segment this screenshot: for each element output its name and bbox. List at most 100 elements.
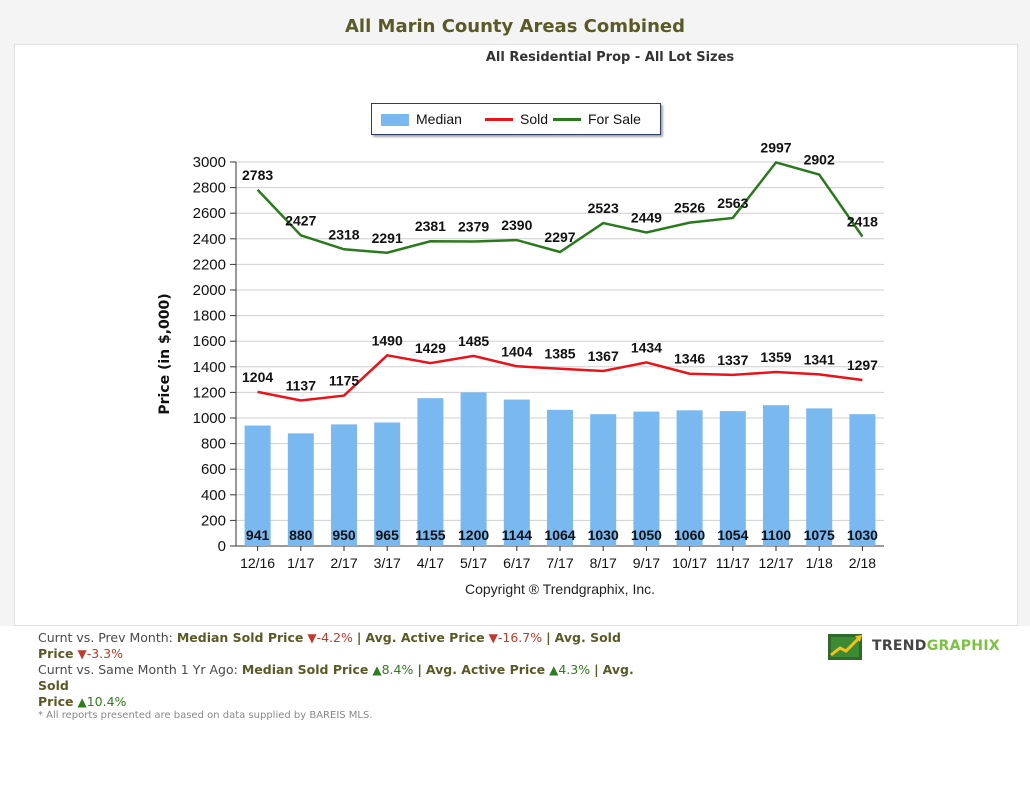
stats-same-month: Curnt vs. Same Month 1 Yr Ago: Median So… xyxy=(38,662,658,710)
stats-yoy-avg-active: 4.3% xyxy=(558,662,590,677)
sold-data-label: 1434 xyxy=(631,339,662,355)
stats-median-sold-label: Median Sold Price xyxy=(242,662,369,677)
stats-avg-sold-label-cont: Price xyxy=(38,694,74,709)
y-tick-label: 2600 xyxy=(193,205,226,222)
median-data-label: 1155 xyxy=(415,527,446,543)
y-tick-label: 600 xyxy=(201,461,226,478)
stats-separator: | xyxy=(417,662,422,677)
for-sale-data-label: 2449 xyxy=(631,210,662,226)
up-arrow-icon: ▲ xyxy=(372,663,381,677)
for-sale-data-label: 2318 xyxy=(328,226,359,242)
x-tick-label: 6/17 xyxy=(503,555,530,571)
legend-median-swatch xyxy=(381,114,409,126)
median-data-label: 880 xyxy=(289,527,313,543)
sold-data-label: 1137 xyxy=(286,377,317,393)
for-sale-data-label: 2526 xyxy=(674,200,705,216)
median-data-label: 1100 xyxy=(761,527,792,543)
for-sale-data-label: 2291 xyxy=(372,230,403,246)
chart-title: All Residential Prop - All Lot Sizes xyxy=(420,50,800,65)
sold-data-label: 1404 xyxy=(501,343,532,359)
x-tick-label: 2/18 xyxy=(849,555,876,571)
stats-avg-active-label: Avg. Active Price xyxy=(426,662,545,677)
legend-sold-swatch xyxy=(485,118,513,121)
sold-data-label: 1175 xyxy=(329,373,360,389)
median-data-label: 1060 xyxy=(674,527,705,543)
legend-forsale-label: For Sale xyxy=(588,104,641,134)
x-tick-label: 12/16 xyxy=(240,555,275,571)
x-tick-label: 9/17 xyxy=(633,555,660,571)
y-axis-title: Price (in $,000) xyxy=(157,293,173,414)
stats-yoy-label: Curnt vs. Same Month 1 Yr Ago: xyxy=(38,662,238,677)
stats-separator: | xyxy=(594,662,599,677)
median-bar xyxy=(633,412,659,546)
for-sale-data-label: 2297 xyxy=(544,229,575,245)
stats-prev-label: Curnt vs. Prev Month: xyxy=(38,630,173,645)
y-tick-label: 400 xyxy=(201,487,226,504)
y-tick-label: 2000 xyxy=(193,282,226,299)
stats-yoy-median-sold: 8.4% xyxy=(382,662,414,677)
down-arrow-icon: ▼ xyxy=(489,631,498,645)
sold-data-label: 1359 xyxy=(760,349,791,365)
sold-data-label: 1337 xyxy=(717,352,748,368)
median-data-label: 1030 xyxy=(588,527,619,543)
median-bar xyxy=(806,408,832,546)
up-arrow-icon: ▲ xyxy=(549,663,558,677)
trendgraphix-logo: TRENDGRAPHIX xyxy=(826,630,996,662)
trend-chart-icon xyxy=(826,630,866,662)
stats-prev-median-sold: -4.2% xyxy=(317,630,353,645)
logo-text-trend: TREND xyxy=(872,638,927,654)
footnote: * All reports presented are based on dat… xyxy=(38,710,373,721)
down-arrow-icon: ▼ xyxy=(77,647,86,661)
x-tick-label: 3/17 xyxy=(374,555,401,571)
y-tick-label: 1000 xyxy=(193,410,226,427)
median-data-label: 1075 xyxy=(804,527,835,543)
chart-copyright: Copyright ® Trendgraphix, Inc. xyxy=(440,581,680,597)
y-tick-label: 800 xyxy=(201,436,226,453)
chart-legend: Median Sold For Sale xyxy=(371,103,661,135)
stats-yoy-avg-sold: 10.4% xyxy=(87,694,127,709)
for-sale-data-label: 2563 xyxy=(717,195,748,211)
sold-data-label: 1485 xyxy=(458,333,489,349)
x-tick-label: 5/17 xyxy=(460,555,487,571)
median-data-label: 1200 xyxy=(458,527,489,543)
median-bar xyxy=(461,392,487,546)
median-bar xyxy=(547,410,573,546)
for-sale-data-label: 2523 xyxy=(588,200,619,216)
stats-prev-avg-sold: -3.3% xyxy=(87,646,123,661)
sold-data-label: 1385 xyxy=(544,346,575,362)
for-sale-data-label: 2418 xyxy=(847,213,878,229)
for-sale-data-label: 2381 xyxy=(415,218,446,234)
price-chart: 0 200 400 600 800 1000 1200 1400 1600 1800 2000 220… xyxy=(0,0,1030,640)
x-tick-label: 2/17 xyxy=(330,555,357,571)
down-arrow-icon: ▼ xyxy=(307,631,316,645)
sold-data-label: 1429 xyxy=(415,340,446,356)
y-tick-label: 0 xyxy=(218,538,226,555)
legend-median-label: Median xyxy=(416,104,462,134)
y-tick-label: 1200 xyxy=(193,384,226,401)
y-tick-label: 1400 xyxy=(193,359,226,376)
median-data-label: 1054 xyxy=(717,527,748,543)
stats-median-sold-label: Median Sold Price xyxy=(177,630,304,645)
y-tick-label: 2400 xyxy=(193,231,226,248)
sold-data-label: 1490 xyxy=(372,332,403,348)
stats-avg-active-label: Avg. Active Price xyxy=(365,630,484,645)
y-tick-label: 200 xyxy=(201,512,226,529)
median-bar xyxy=(504,400,530,546)
x-tick-label: 1/17 xyxy=(287,555,314,571)
median-bar xyxy=(677,410,703,546)
median-data-label: 965 xyxy=(376,527,400,543)
x-tick-label: 11/17 xyxy=(716,555,750,571)
median-data-label: 1064 xyxy=(544,527,575,543)
x-tick-label: 8/17 xyxy=(590,555,617,571)
for-sale-data-label: 2997 xyxy=(760,139,791,155)
stats-avg-sold-label-cont: Price xyxy=(38,646,74,661)
sold-data-label: 1297 xyxy=(847,357,878,373)
y-tick-label: 3000 xyxy=(193,154,226,171)
x-tick-label: 7/17 xyxy=(546,555,573,571)
y-tick-label: 2200 xyxy=(193,256,226,273)
stats-avg-sold-label: Avg. Sold xyxy=(555,630,621,645)
x-tick-label: 10/17 xyxy=(672,555,707,571)
for-sale-data-label: 2902 xyxy=(804,152,835,168)
for-sale-data-label: 2390 xyxy=(501,217,532,233)
sold-data-label: 1367 xyxy=(588,348,619,364)
